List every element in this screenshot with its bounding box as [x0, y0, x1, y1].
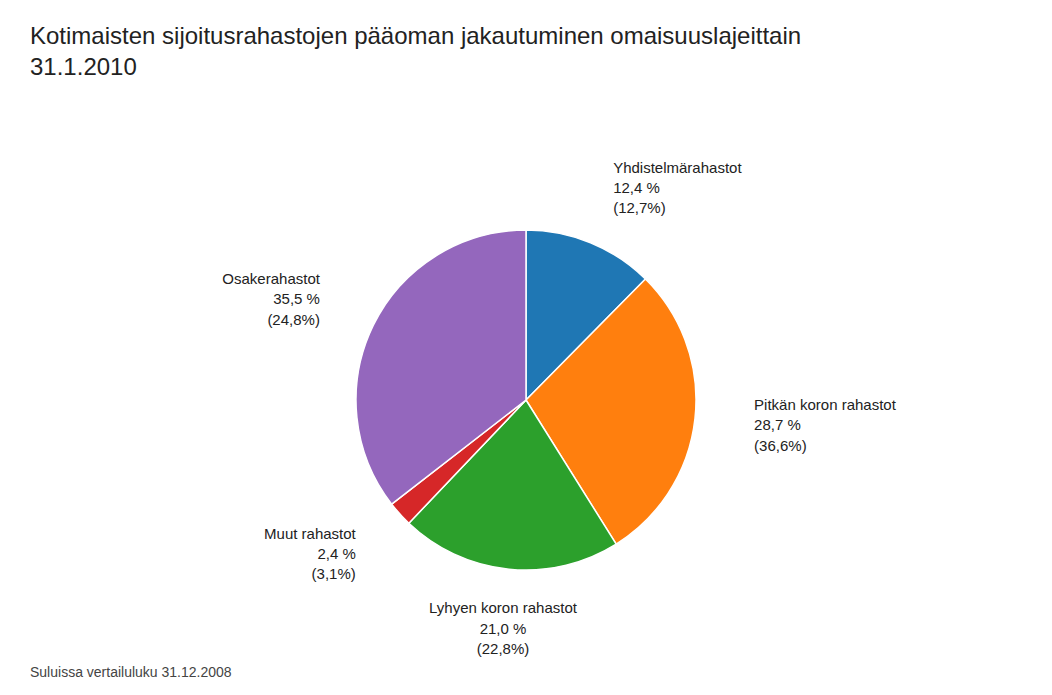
slice-label-value: 12,4 % [613, 179, 660, 196]
slice-label-value: 35,5 % [273, 290, 320, 307]
slice-label-name: Yhdistelmärahastot [613, 159, 742, 176]
chart: Kotimaisten sijoitusrahastojen pääoman j… [0, 0, 1052, 695]
slice-label-value: 28,7 % [754, 416, 801, 433]
title-line: Kotimaisten sijoitusrahastojen pääoman j… [30, 22, 801, 49]
slice-label-value: 21,0 % [480, 620, 527, 637]
slice-label: Lyhyen koron rahastot 21,0 % (22,8%) [429, 599, 578, 657]
slice-label: Yhdistelmärahastot 12,4 % (12,7%) [613, 159, 742, 217]
slice-label: Pitkän koron rahastot 28,7 % (36,6%) [754, 396, 897, 454]
slice-label-name: Osakerahastot [222, 270, 320, 287]
slice-label-name: Pitkän koron rahastot [754, 396, 897, 413]
slice-label-comparison: (3,1%) [312, 565, 356, 582]
title: Kotimaisten sijoitusrahastojen pääoman j… [30, 22, 801, 80]
slice-label: Osakerahastot 35,5 % (24,8%) [222, 270, 320, 328]
slice-label-comparison: (22,8%) [477, 640, 530, 657]
footnote: Suluissa vertailuluku 31.12.2008 [30, 664, 232, 680]
slice-label-comparison: (24,8%) [267, 311, 320, 328]
slice-label-comparison: (36,6%) [754, 437, 807, 454]
pie [356, 230, 696, 570]
slice-label: Muut rahastot 2,4 % (3,1%) [264, 525, 357, 583]
labels: Yhdistelmärahastot 12,4 % (12,7%) Pitkän ko… [222, 159, 896, 657]
pie-slice [356, 230, 526, 504]
slice-label-comparison: (12,7%) [613, 199, 666, 216]
slice-label-name: Lyhyen koron rahastot [429, 599, 578, 616]
title-line: 31.1.2010 [30, 53, 137, 80]
slice-label-name: Muut rahastot [264, 525, 357, 542]
slice-label-value: 2,4 % [317, 545, 355, 562]
